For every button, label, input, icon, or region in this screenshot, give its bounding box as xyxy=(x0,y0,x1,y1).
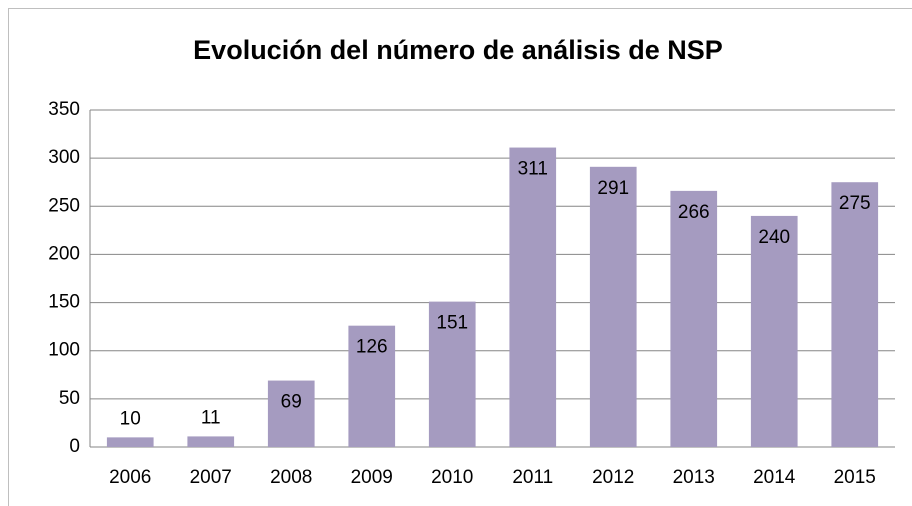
bar xyxy=(428,301,476,447)
data-label: 11 xyxy=(201,407,221,428)
data-label: 151 xyxy=(436,313,468,334)
bar xyxy=(509,147,557,447)
y-tick-label: 300 xyxy=(48,147,80,168)
bar xyxy=(750,215,798,447)
chart-border xyxy=(8,8,912,506)
y-tick-label: 50 xyxy=(59,388,80,409)
x-tick-label: 2006 xyxy=(109,467,151,488)
x-tick-label: 2010 xyxy=(431,467,473,488)
data-label: 311 xyxy=(518,159,548,180)
data-label: 126 xyxy=(356,337,388,358)
x-tick-label: 2012 xyxy=(592,467,634,488)
y-tick-label: 150 xyxy=(48,292,80,313)
x-tick-label: 2008 xyxy=(270,467,312,488)
bar xyxy=(106,437,154,447)
data-label: 266 xyxy=(678,202,710,223)
x-tick-label: 2007 xyxy=(190,467,232,488)
bar xyxy=(670,190,718,447)
bar xyxy=(348,325,396,447)
x-tick-label: 2011 xyxy=(512,467,553,488)
bar xyxy=(589,166,637,447)
x-tick-label: 2015 xyxy=(834,467,876,488)
bar xyxy=(187,436,235,447)
y-tick-label: 200 xyxy=(48,243,80,264)
y-tick-label: 0 xyxy=(69,436,80,457)
bar xyxy=(831,182,879,447)
x-tick-label: 2013 xyxy=(673,467,715,488)
bar xyxy=(267,380,315,447)
x-tick-label: 2009 xyxy=(351,467,393,488)
x-tick-label: 2014 xyxy=(753,467,796,488)
data-label: 69 xyxy=(281,392,302,413)
data-label: 291 xyxy=(597,178,629,199)
y-tick-label: 350 xyxy=(48,99,80,120)
chart-title: Evolución del número de análisis de NSP xyxy=(193,35,723,65)
y-tick-label: 250 xyxy=(48,195,80,216)
data-label: 10 xyxy=(120,408,141,429)
y-tick-label: 100 xyxy=(48,340,80,361)
data-label: 240 xyxy=(758,227,790,248)
data-label: 275 xyxy=(839,193,871,214)
